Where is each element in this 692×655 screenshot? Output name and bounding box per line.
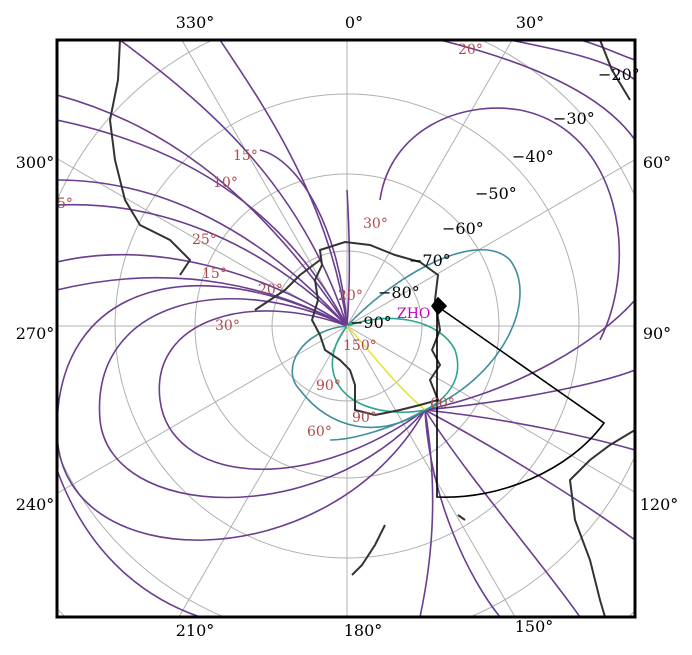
peninsula-coast bbox=[254, 259, 321, 311]
latitude-label: −70° bbox=[409, 251, 451, 270]
meridian-30 bbox=[346, 40, 513, 327]
contour-label: 60° bbox=[307, 424, 332, 440]
contour-line bbox=[419, 409, 434, 617]
contour-line bbox=[346, 325, 426, 411]
longitude-label: 300° bbox=[16, 153, 55, 172]
longitude-label: 180° bbox=[344, 621, 383, 640]
meridian-330 bbox=[181, 40, 348, 327]
contour-label: 90° bbox=[352, 410, 377, 426]
latitude-label: −40° bbox=[512, 147, 554, 166]
contour-line bbox=[509, 40, 635, 81]
contour-line bbox=[57, 94, 348, 327]
latitude-label: −50° bbox=[475, 184, 517, 203]
contour-line bbox=[259, 149, 348, 327]
longitude-label: 0° bbox=[345, 13, 363, 32]
latitude-label: −30° bbox=[553, 109, 595, 128]
coastlines bbox=[108, 40, 635, 617]
meridian-60 bbox=[346, 159, 635, 327]
meridian-300 bbox=[57, 157, 348, 327]
contour-label: 5° bbox=[57, 196, 73, 212]
contour-label: 90° bbox=[316, 378, 341, 394]
contour-line bbox=[57, 469, 201, 617]
contour-label: 25° bbox=[192, 232, 217, 248]
contour-line bbox=[346, 189, 351, 327]
longitude-label: 30° bbox=[516, 13, 544, 32]
map-frame bbox=[55, 38, 637, 619]
contour-line bbox=[424, 409, 635, 451]
meridian-240 bbox=[57, 325, 348, 495]
contour-line bbox=[346, 249, 521, 411]
longitude-label: 270° bbox=[16, 324, 55, 343]
contour-line bbox=[57, 253, 348, 327]
contour-line bbox=[291, 325, 426, 429]
contour-label: 30° bbox=[363, 216, 388, 232]
contour-line bbox=[329, 409, 426, 441]
contour-label: 15° bbox=[233, 148, 258, 164]
latitude-label: −20° bbox=[598, 65, 640, 84]
contour-line bbox=[57, 203, 348, 327]
africa-coast bbox=[599, 40, 631, 101]
australia-coast bbox=[568, 429, 635, 617]
contour-label: 150° bbox=[343, 338, 377, 354]
contour-label: 10° bbox=[213, 175, 238, 191]
contour-label: 20° bbox=[258, 282, 283, 298]
meridian-210 bbox=[178, 325, 348, 617]
field-of-view-sector bbox=[431, 296, 606, 498]
contour-line bbox=[331, 325, 426, 414]
contour-label: 20° bbox=[458, 42, 483, 58]
contour-line bbox=[379, 107, 621, 341]
longitude-label: 330° bbox=[176, 13, 215, 32]
longitude-label: 120° bbox=[640, 495, 679, 514]
contour-line bbox=[219, 40, 348, 327]
contour-line bbox=[424, 299, 635, 411]
contour-line bbox=[424, 409, 635, 541]
contour-label: 20° bbox=[338, 288, 363, 304]
contour-labels: 20° 15° 10° 5° 25° 15° 20° 30° 30° 20° 1… bbox=[57, 42, 483, 440]
contour-line bbox=[98, 298, 426, 499]
new-zealand-coast bbox=[351, 524, 386, 576]
latitude-label: −90° bbox=[350, 313, 392, 332]
meridian-120 bbox=[346, 325, 635, 493]
island-coast bbox=[457, 514, 466, 521]
longitude-label: 150° bbox=[515, 617, 554, 636]
station-marker bbox=[431, 296, 448, 316]
antarctica-coast bbox=[310, 240, 442, 417]
contour-line bbox=[57, 119, 348, 327]
longitude-label: 90° bbox=[643, 324, 671, 343]
contour-line bbox=[119, 40, 348, 327]
longitude-label: 210° bbox=[176, 621, 215, 640]
contour-label: 60° bbox=[430, 396, 455, 412]
contour-label: 15° bbox=[202, 266, 227, 282]
contour-lines bbox=[57, 40, 635, 617]
latitude-label: −80° bbox=[378, 283, 420, 302]
latitude-label: −60° bbox=[442, 219, 484, 238]
contour-line bbox=[439, 40, 635, 141]
longitude-label: 60° bbox=[643, 153, 671, 172]
meridian-150 bbox=[346, 325, 516, 617]
contour-line bbox=[158, 310, 426, 471]
contour-line bbox=[57, 179, 348, 327]
contour-label: 30° bbox=[215, 318, 240, 334]
longitude-label: 240° bbox=[16, 495, 55, 514]
longitude-labels: 330° 0° 30° 210° 180° 150° 300° 270° 240… bbox=[16, 13, 679, 640]
contour-line bbox=[346, 317, 459, 411]
south-america-coast bbox=[108, 40, 192, 276]
contour-line bbox=[424, 409, 501, 617]
station-label: ZHO bbox=[397, 306, 430, 322]
contour-line bbox=[424, 369, 635, 411]
contour-line bbox=[424, 409, 581, 617]
latitude-labels: −20° −30° −40° −50° −60° −70° −80° −90° bbox=[350, 65, 640, 332]
